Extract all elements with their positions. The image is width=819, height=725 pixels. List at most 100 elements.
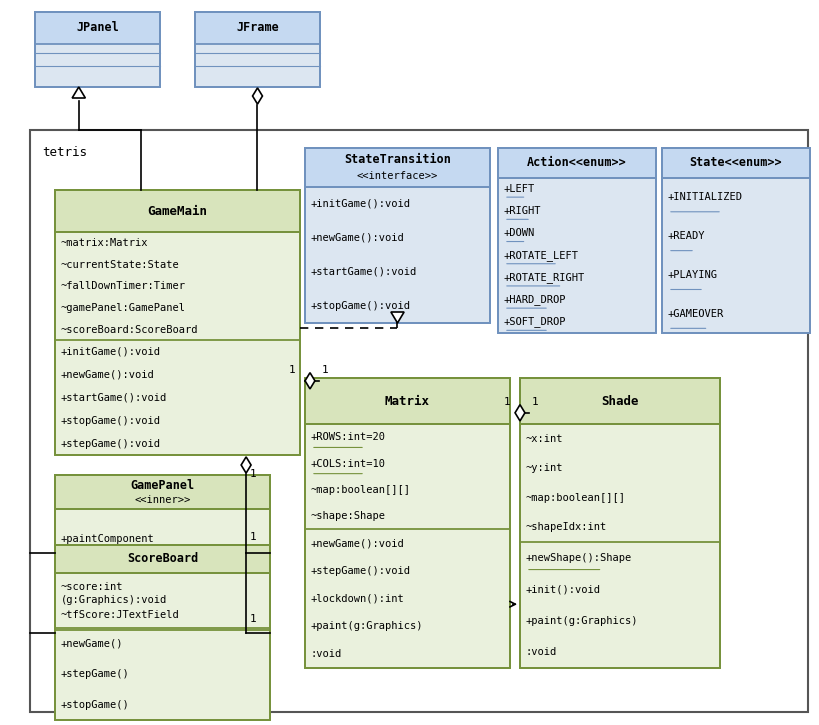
Text: +READY: +READY xyxy=(667,231,704,241)
Bar xyxy=(55,190,300,455)
Bar xyxy=(55,475,269,509)
Text: <<interface>>: <<interface>> xyxy=(356,170,437,181)
Text: :void: :void xyxy=(525,647,557,658)
Text: +stopGame():void: +stopGame():void xyxy=(310,301,410,311)
Bar xyxy=(305,378,509,668)
Text: +RIGHT: +RIGHT xyxy=(504,206,541,216)
Text: 1: 1 xyxy=(322,365,328,375)
Text: +paint(g:Graphics): +paint(g:Graphics) xyxy=(525,616,638,626)
Text: +GAMEOVER: +GAMEOVER xyxy=(667,309,723,318)
Text: +startGame():void: +startGame():void xyxy=(310,267,417,277)
Text: (g:Graphics):void: (g:Graphics):void xyxy=(61,594,167,605)
Text: +newGame(): +newGame() xyxy=(61,639,124,649)
Bar xyxy=(55,545,269,720)
Bar xyxy=(661,148,809,333)
Text: +stepGame(): +stepGame() xyxy=(61,669,129,679)
Bar xyxy=(519,378,719,668)
Text: +ROWS:int=20: +ROWS:int=20 xyxy=(310,433,386,442)
Text: ~map:boolean[][]: ~map:boolean[][] xyxy=(310,485,410,495)
Polygon shape xyxy=(252,88,262,104)
Bar xyxy=(305,148,490,323)
Text: ~fallDownTimer:Timer: ~fallDownTimer:Timer xyxy=(61,281,186,291)
Text: ~gamePanel:GamePanel: ~gamePanel:GamePanel xyxy=(61,303,186,313)
Text: +stopGame(): +stopGame() xyxy=(61,700,129,710)
Text: <<inner>>: <<inner>> xyxy=(134,494,190,505)
Bar xyxy=(55,475,269,630)
Text: GameMain: GameMain xyxy=(147,204,207,218)
Text: Matrix: Matrix xyxy=(385,394,429,407)
Bar xyxy=(55,545,269,720)
Text: +initGame():void: +initGame():void xyxy=(61,347,161,357)
Text: +stepGame():void: +stepGame():void xyxy=(61,439,161,449)
Text: 1: 1 xyxy=(288,365,296,375)
Bar xyxy=(35,12,160,87)
Bar xyxy=(35,12,160,87)
Bar xyxy=(195,12,319,44)
Text: ~score:int: ~score:int xyxy=(61,582,124,592)
Text: +paintComponent: +paintComponent xyxy=(61,534,155,544)
Bar xyxy=(305,378,509,424)
Bar xyxy=(55,190,300,233)
Text: +HARD_DROP: +HARD_DROP xyxy=(504,294,566,305)
Text: Action<<enum>>: Action<<enum>> xyxy=(527,157,626,170)
Text: +initGame():void: +initGame():void xyxy=(310,199,410,209)
Text: +paint(g:Graphics): +paint(g:Graphics) xyxy=(310,621,423,631)
Text: +stepGame():void: +stepGame():void xyxy=(310,566,410,576)
Text: +stopGame():void: +stopGame():void xyxy=(61,415,161,426)
Text: +PLAYING: +PLAYING xyxy=(667,270,717,280)
Polygon shape xyxy=(72,87,85,98)
Text: Shade: Shade xyxy=(600,394,638,407)
Bar xyxy=(497,148,655,333)
Text: ~shape:Shape: ~shape:Shape xyxy=(310,511,386,521)
Bar xyxy=(195,12,319,87)
Text: GamePanel: GamePanel xyxy=(130,478,194,492)
Bar xyxy=(305,148,490,323)
Text: ScoreBoard: ScoreBoard xyxy=(127,552,198,566)
Text: StateTransition: StateTransition xyxy=(344,153,450,166)
Bar xyxy=(195,12,319,87)
Text: +LEFT: +LEFT xyxy=(504,183,535,194)
Text: +newGame():void: +newGame():void xyxy=(310,233,405,243)
Bar xyxy=(519,378,719,424)
Bar xyxy=(497,148,655,333)
Text: State<<enum>>: State<<enum>> xyxy=(689,157,781,170)
Bar xyxy=(35,12,160,44)
Text: tetris: tetris xyxy=(42,146,87,159)
Text: +startGame():void: +startGame():void xyxy=(61,393,167,402)
Bar xyxy=(55,190,300,455)
Text: JFrame: JFrame xyxy=(236,21,278,34)
Polygon shape xyxy=(514,405,524,421)
Bar xyxy=(305,148,490,186)
Text: +newShape():Shape: +newShape():Shape xyxy=(525,552,631,563)
Text: ~currentState:State: ~currentState:State xyxy=(61,260,179,270)
Polygon shape xyxy=(391,312,404,323)
Text: ~shapeIdx:int: ~shapeIdx:int xyxy=(525,522,607,532)
Text: +INITIALIZED: +INITIALIZED xyxy=(667,192,742,202)
Bar xyxy=(55,545,269,573)
Text: +COLS:int=10: +COLS:int=10 xyxy=(310,459,386,468)
Text: +DOWN: +DOWN xyxy=(504,228,535,238)
Text: ~matrix:Matrix: ~matrix:Matrix xyxy=(61,239,148,248)
Text: +SOFT_DROP: +SOFT_DROP xyxy=(504,316,566,328)
Text: 1: 1 xyxy=(250,615,256,624)
Text: +ROTATE_RIGHT: +ROTATE_RIGHT xyxy=(504,272,585,283)
Text: JPanel: JPanel xyxy=(76,21,119,34)
Text: +init():void: +init():void xyxy=(525,584,600,594)
Text: 1: 1 xyxy=(250,469,256,479)
Polygon shape xyxy=(305,373,314,389)
Bar xyxy=(305,378,509,668)
Text: :void: :void xyxy=(310,649,342,659)
Bar xyxy=(661,148,809,333)
Text: ~tfScore:JTextField: ~tfScore:JTextField xyxy=(61,610,179,620)
Bar xyxy=(519,378,719,668)
Text: +newGame():void: +newGame():void xyxy=(310,538,405,548)
Text: 1: 1 xyxy=(504,397,510,407)
Polygon shape xyxy=(241,457,251,473)
Text: ~y:int: ~y:int xyxy=(525,463,563,473)
Bar xyxy=(661,148,809,178)
Bar xyxy=(30,130,807,712)
Text: ~x:int: ~x:int xyxy=(525,434,563,444)
Text: +newGame():void: +newGame():void xyxy=(61,370,155,380)
Bar xyxy=(55,475,269,630)
Text: ~map:boolean[][]: ~map:boolean[][] xyxy=(525,493,625,502)
